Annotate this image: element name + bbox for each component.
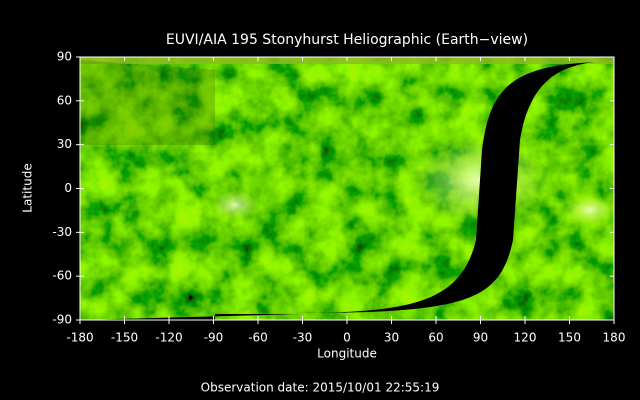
- x-tick-label: -180: [66, 331, 93, 345]
- x-tick-label: -150: [111, 331, 138, 345]
- y-axis-label: Latitude: [21, 163, 35, 212]
- footer: Observation date: 2015/10/01 22:55:19: [201, 381, 440, 395]
- x-tick-label: 90: [473, 331, 488, 345]
- solar-map: [80, 57, 614, 320]
- x-tick-label: 180: [603, 331, 626, 345]
- y-tick-label: 90: [57, 50, 72, 64]
- x-tick-label: -120: [155, 331, 182, 345]
- x-tick-label: 120: [514, 331, 537, 345]
- x-tick-label: 60: [428, 331, 443, 345]
- x-tick-label: 0: [343, 331, 351, 345]
- x-tick-label: -90: [204, 331, 224, 345]
- y-tick-label: -30: [52, 225, 72, 239]
- x-tick-label: -30: [293, 331, 313, 345]
- y-tick-label: 0: [64, 181, 72, 195]
- x-axis-label: Longitude: [317, 347, 377, 361]
- y-tick-label: -60: [52, 269, 72, 283]
- chart-title: EUVI/AIA 195 Stonyhurst Heliographic (Ea…: [166, 32, 528, 48]
- x-tick-label: 30: [384, 331, 399, 345]
- x-tick-label: 150: [558, 331, 581, 345]
- y-tick-label: -90: [52, 313, 72, 327]
- x-tick-label: -60: [248, 331, 268, 345]
- y-tick-label: 60: [57, 93, 72, 107]
- y-tick-label: 30: [57, 137, 72, 151]
